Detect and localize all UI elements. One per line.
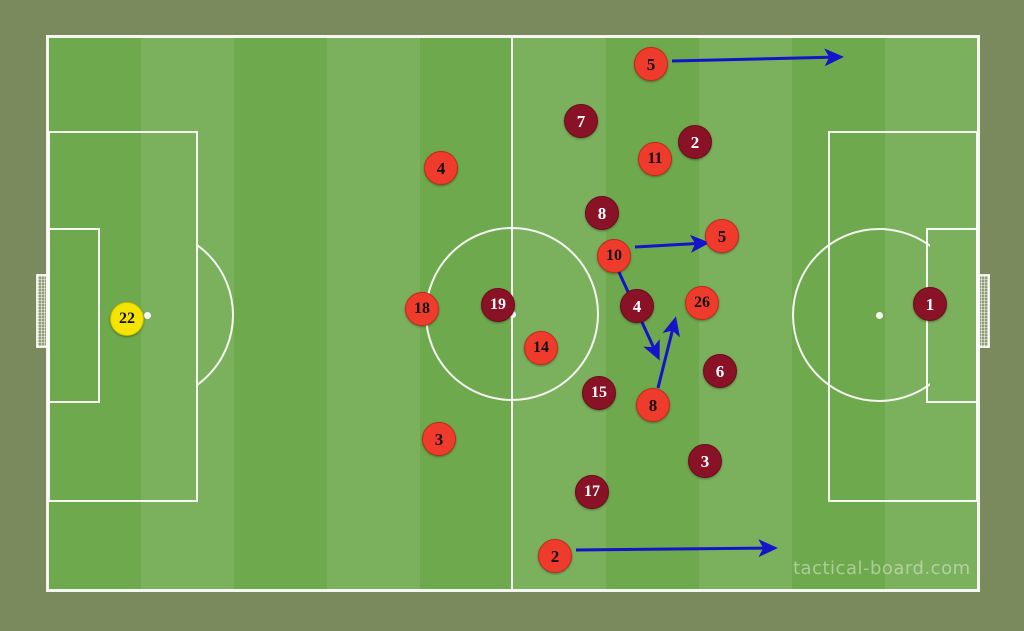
- player-number: 4: [436, 158, 446, 178]
- player-number: 4: [632, 296, 642, 316]
- site-watermark: tactical-board.com: [793, 558, 971, 579]
- right-goal-net: [976, 274, 990, 348]
- player-number: 3: [434, 429, 444, 449]
- player-number: 17: [584, 483, 600, 500]
- player-token-home-3[interactable]: 3: [422, 422, 456, 456]
- player-token-away-19[interactable]: 19: [481, 288, 515, 322]
- player-token-home-4[interactable]: 4: [424, 151, 458, 185]
- player-number: 2: [690, 132, 700, 152]
- player-number: 15: [591, 384, 607, 401]
- player-token-away-15[interactable]: 15: [582, 376, 616, 410]
- player-token-away-4[interactable]: 4: [620, 289, 654, 323]
- player-token-away-6[interactable]: 6: [703, 354, 737, 388]
- player-number: 5: [646, 54, 656, 74]
- pitch-stripe: [327, 37, 420, 590]
- player-number: 11: [647, 150, 663, 167]
- player-number: 1: [925, 294, 935, 314]
- player-number: 14: [533, 339, 549, 356]
- player-token-home-5[interactable]: 5: [634, 47, 668, 81]
- player-number: 10: [606, 247, 622, 264]
- left-goal-area: [48, 228, 100, 403]
- player-number: 26: [694, 294, 710, 311]
- player-number: 8: [648, 395, 658, 415]
- left-goal-net: [36, 274, 50, 348]
- player-token-home-gk-22[interactable]: 22: [110, 302, 144, 336]
- player-token-home-2[interactable]: 2: [538, 539, 572, 573]
- player-number: 7: [576, 111, 586, 131]
- player-token-home-8[interactable]: 8: [636, 388, 670, 422]
- player-token-away-7[interactable]: 7: [564, 104, 598, 138]
- player-number: 5: [717, 226, 727, 246]
- player-number: 19: [490, 296, 506, 313]
- player-token-home-14[interactable]: 14: [524, 331, 558, 365]
- player-token-away-17[interactable]: 17: [575, 475, 609, 509]
- player-token-home-18[interactable]: 18: [405, 292, 439, 326]
- player-number: 18: [414, 300, 430, 317]
- player-number: 2: [550, 546, 560, 566]
- player-token-away-2[interactable]: 2: [678, 125, 712, 159]
- player-token-away-3[interactable]: 3: [688, 444, 722, 478]
- player-number: 6: [715, 361, 725, 381]
- player-token-home-5b[interactable]: 5: [705, 219, 739, 253]
- left-penalty-spot: [143, 311, 151, 319]
- player-token-away-8[interactable]: 8: [585, 196, 619, 230]
- player-token-away-gk-1[interactable]: 1: [913, 287, 947, 321]
- player-token-home-26[interactable]: 26: [685, 286, 719, 320]
- player-number: 3: [700, 451, 710, 471]
- player-token-home-10[interactable]: 10: [597, 239, 631, 273]
- player-token-home-11[interactable]: 11: [638, 142, 672, 176]
- player-number: 22: [119, 310, 135, 327]
- player-number: 8: [597, 203, 607, 223]
